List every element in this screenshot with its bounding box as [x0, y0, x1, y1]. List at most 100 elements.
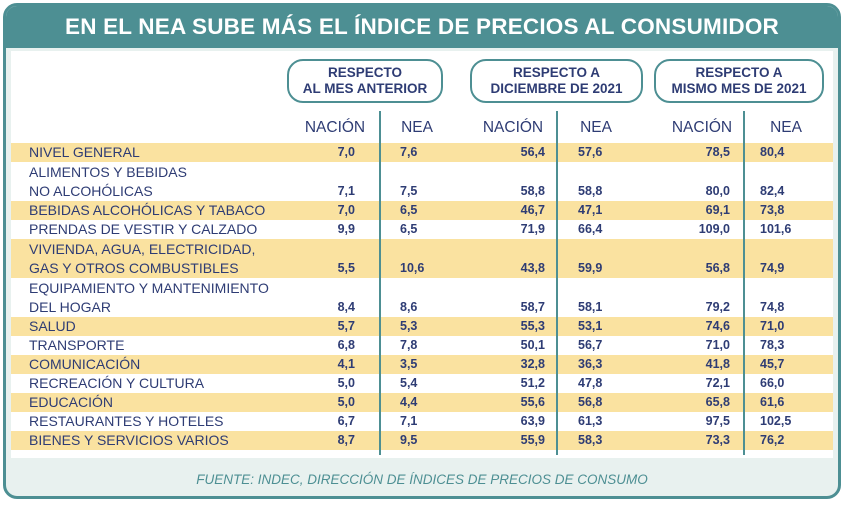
table-cell: 74,6	[705, 319, 730, 333]
table-cell: 55,9	[520, 433, 545, 447]
table-cell: 65,8	[705, 395, 730, 409]
table-row: EDUCACIÓN 5,0 4,4 55,6 56,8 65,8 61,6	[11, 393, 833, 412]
table-cell: 63,9	[520, 414, 545, 428]
table-cell: 32,8	[520, 357, 545, 371]
table-cell: 82,4	[760, 184, 785, 198]
row-label: RESTAURANTES Y HOTELES	[29, 413, 224, 429]
table-cell: 58,8	[578, 184, 603, 198]
table-cell: 7,8	[400, 338, 418, 352]
table-cell: 45,7	[760, 357, 785, 371]
table-cell: 58,7	[520, 300, 545, 314]
table-row: BIENES Y SERVICIOS VARIOS 8,7 9,5 55,9 58,3 7…	[11, 431, 833, 450]
table-cell: 5,5	[337, 261, 355, 275]
table-cell: 74,8	[760, 300, 785, 314]
table-cell: 3,5	[400, 357, 418, 371]
table-cell: 43,8	[520, 261, 545, 275]
group-header-previous-month: RESPECTO AL MES ANTERIOR	[287, 59, 443, 103]
table-cell: 6,5	[400, 222, 418, 236]
table-cell: 55,6	[520, 395, 545, 409]
row-label: EQUIPAMIENTO Y MANTENIMIENTO DEL HOGAR	[29, 280, 269, 316]
table-cell: 102,5	[760, 414, 792, 428]
row-label: RECREACIÓN Y CULTURA	[29, 375, 205, 391]
table-cell: 80,0	[705, 184, 730, 198]
table-cell: 8,6	[400, 300, 418, 314]
table-cell: 5,0	[337, 395, 355, 409]
table-row: TRANSPORTE 6,8 7,8 50,1 56,7 71,0 78,3	[11, 336, 833, 355]
table-cell: 4,1	[337, 357, 355, 371]
sub-header-nea-1: NEA	[401, 119, 433, 136]
table-cell: 78,3	[760, 338, 785, 352]
table-cell: 109,0	[698, 222, 730, 236]
table-cell: 6,8	[337, 338, 355, 352]
page-title: EN EL NEA SUBE MÁS EL ÍNDICE DE PRECIOS …	[64, 14, 780, 39]
table-row: RESTAURANTES Y HOTELES 6,7 7,1 63,9 61,3 97,5…	[11, 412, 833, 431]
table-cell: 71,0	[760, 319, 785, 333]
title-bar: EN EL NEA SUBE MÁS EL ÍNDICE DE PRECIOS …	[6, 6, 838, 48]
table-cell: 46,7	[520, 203, 545, 217]
sub-header-nacion-3: NACIÓN	[671, 119, 733, 136]
table-cell: 50,1	[520, 338, 545, 352]
table-cell: 74,9	[760, 261, 785, 275]
table-cell: 7,6	[400, 145, 418, 159]
table-cell: 61,3	[578, 414, 603, 428]
table-cell: 69,1	[705, 203, 730, 217]
table-cell: 9,9	[337, 222, 355, 236]
column-divider	[556, 111, 558, 455]
table-cell: 56,8	[705, 261, 730, 275]
sub-header-nea-2: NEA	[580, 119, 612, 136]
source-note: FUENTE: INDEC, DIRECCIÓN DE ÍNDICES DE P…	[196, 472, 648, 487]
table-cell: 55,3	[520, 319, 545, 333]
group-header-december-2021: RESPECTO A DICIEMBRE DE 2021	[470, 59, 643, 103]
table-cell: 66,4	[578, 222, 603, 236]
table-cell: 58,3	[578, 433, 603, 447]
row-label: BIENES Y SERVICIOS VARIOS	[29, 432, 229, 448]
table-cell: 8,7	[337, 433, 355, 447]
table-cell: 58,8	[520, 184, 545, 198]
table-cell: 66,0	[760, 376, 785, 390]
table-row: PRENDAS DE VESTIR Y CALZADO 9,9 6,5 71,9 66,…	[11, 220, 833, 239]
column-divider	[743, 111, 745, 455]
table-cell: 76,2	[760, 433, 785, 447]
table-cell: 5,0	[337, 376, 355, 390]
table-row: COMUNICACIÓN 4,1 3,5 32,8 36,3 41,8 45,7	[11, 355, 833, 374]
table-cell: 6,7	[337, 414, 355, 428]
table-cell: 47,8	[578, 376, 603, 390]
table-row: SALUD 5,7 5,3 55,3 53,1 74,6 71,0	[11, 317, 833, 336]
sub-header-nea-3: NEA	[770, 119, 802, 136]
table-cell: 101,6	[760, 222, 792, 236]
group-header-same-month-2021: RESPECTO A MISMO MES DE 2021	[654, 59, 824, 103]
table-row: EQUIPAMIENTO Y MANTENIMIENTO DEL HOGAR 8,…	[11, 278, 833, 317]
row-label: ALIMENTOS Y BEBIDAS NO ALCOHÓLICAS	[29, 164, 187, 200]
table-cell: 47,1	[578, 203, 603, 217]
table-cell: 73,3	[705, 433, 730, 447]
table-cell: 59,9	[578, 261, 603, 275]
table-cell: 7,0	[337, 145, 355, 159]
table-cell: 57,6	[578, 145, 603, 159]
table-cell: 80,4	[760, 145, 785, 159]
row-label: BEBIDAS ALCOHÓLICAS Y TABACO	[29, 202, 266, 218]
table-cell: 79,2	[705, 300, 730, 314]
table-cell: 56,7	[578, 338, 603, 352]
table-cell: 78,5	[705, 145, 730, 159]
table-cell: 6,5	[400, 203, 418, 217]
row-label: TRANSPORTE	[29, 337, 125, 353]
table-cell: 9,5	[400, 433, 418, 447]
sub-header-nacion-2: NACIÓN	[482, 119, 544, 136]
row-label: EDUCACIÓN	[29, 394, 114, 410]
sub-header-nacion-1: NACIÓN	[304, 119, 366, 136]
table-cell: 8,4	[337, 300, 355, 314]
table-cell: 7,0	[337, 203, 355, 217]
row-label: COMUNICACIÓN	[29, 356, 141, 372]
table-cell: 73,8	[760, 203, 785, 217]
table-cell: 56,8	[578, 395, 603, 409]
table-cell: 71,0	[705, 338, 730, 352]
table-cell: 5,3	[400, 319, 418, 333]
row-label: VIVIENDA, AGUA, ELECTRICIDAD, GAS Y OTRO…	[29, 241, 256, 277]
table-cell: 7,5	[400, 184, 418, 198]
row-label: NIVEL GENERAL	[29, 144, 140, 160]
table-cell: 7,1	[400, 414, 418, 428]
table-row: VIVIENDA, AGUA, ELECTRICIDAD, GAS Y OTRO…	[11, 239, 833, 278]
column-divider	[379, 111, 381, 455]
table-cell: 56,4	[520, 145, 545, 159]
table-row: RECREACIÓN Y CULTURA 5,0 5,4 51,2 47,8 72,1 66…	[11, 374, 833, 393]
